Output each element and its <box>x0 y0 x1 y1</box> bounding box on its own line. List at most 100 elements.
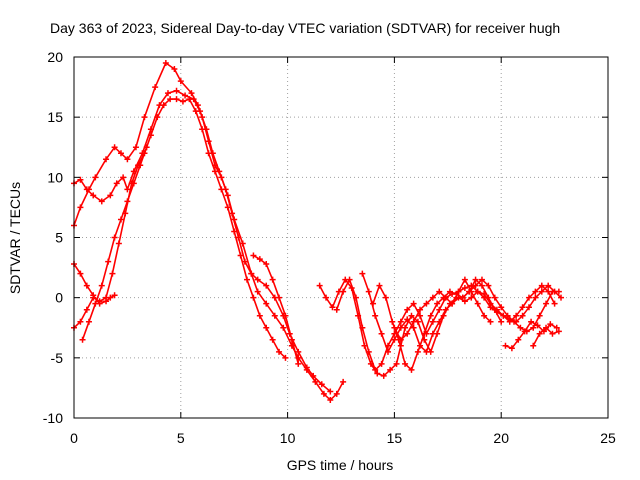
data-point <box>374 370 381 377</box>
data-point <box>263 300 270 307</box>
data-point <box>244 276 251 283</box>
data-point <box>254 276 261 283</box>
data-point <box>543 324 550 331</box>
data-point <box>117 216 124 223</box>
data-point <box>530 342 537 349</box>
data-point <box>295 360 302 367</box>
series-track-1 <box>71 60 347 403</box>
data-point <box>442 294 449 301</box>
data-point <box>545 282 552 289</box>
data-point <box>111 292 118 299</box>
data-point <box>532 294 539 301</box>
data-point <box>532 288 539 295</box>
data-point <box>519 304 526 311</box>
data-point <box>352 294 359 301</box>
data-point <box>500 312 507 319</box>
data-point <box>115 240 122 247</box>
x-tick-label: 15 <box>387 430 403 446</box>
data-point <box>120 174 127 181</box>
data-point <box>269 336 276 343</box>
data-point <box>182 92 189 99</box>
data-point <box>474 300 481 307</box>
series-layer <box>71 60 565 403</box>
data-point <box>310 372 317 379</box>
series-track-2 <box>71 87 334 395</box>
data-point <box>436 318 443 325</box>
data-point <box>485 282 492 289</box>
data-point <box>83 306 90 313</box>
series-track-11 <box>391 276 494 343</box>
data-point <box>276 294 283 301</box>
data-point <box>427 312 434 319</box>
data-point <box>109 270 116 277</box>
data-point <box>372 366 379 373</box>
data-point <box>83 282 90 289</box>
data-point <box>124 186 131 193</box>
data-point <box>154 114 161 121</box>
data-point <box>250 294 257 301</box>
data-point <box>77 176 84 183</box>
data-point <box>111 234 118 241</box>
data-point <box>256 312 263 319</box>
data-point <box>90 292 97 299</box>
data-point <box>280 324 287 331</box>
data-point <box>380 372 387 379</box>
data-point <box>224 204 231 211</box>
data-point <box>211 168 218 175</box>
data-point <box>551 288 558 295</box>
data-point <box>147 132 154 139</box>
data-point <box>179 98 186 105</box>
data-point <box>372 312 379 319</box>
data-point <box>105 258 112 265</box>
data-point <box>408 312 415 319</box>
data-point <box>468 294 475 301</box>
data-point <box>107 294 114 301</box>
data-point <box>446 288 453 295</box>
grid <box>74 57 608 418</box>
data-point <box>536 330 543 337</box>
data-point <box>160 102 167 109</box>
data-point <box>320 390 327 397</box>
data-point <box>429 318 436 325</box>
data-point <box>487 318 494 325</box>
data-point <box>472 276 479 283</box>
data-point <box>143 144 150 151</box>
data-point <box>513 312 520 319</box>
data-point <box>551 300 558 307</box>
series-line <box>73 89 332 393</box>
data-point <box>410 324 417 331</box>
y-tick-label: 20 <box>47 49 63 65</box>
data-point <box>288 336 295 343</box>
data-point <box>508 345 515 352</box>
data-point <box>188 90 195 97</box>
data-point <box>346 276 353 283</box>
x-tick-label: 10 <box>280 430 296 446</box>
series-line <box>504 320 558 349</box>
data-point <box>263 260 270 267</box>
data-point <box>538 288 545 295</box>
data-point <box>421 330 428 337</box>
chart-title: Day 363 of 2023, Sidereal Day-to-day VTE… <box>50 20 560 36</box>
data-point <box>498 318 505 325</box>
data-point <box>555 328 562 335</box>
data-point <box>141 114 148 121</box>
data-point <box>167 96 174 103</box>
data-point <box>434 300 441 307</box>
data-point <box>474 288 481 295</box>
data-point <box>173 87 180 94</box>
data-point <box>282 354 289 361</box>
data-point <box>393 360 400 367</box>
series-line <box>73 62 344 401</box>
data-point <box>389 318 396 325</box>
data-point <box>327 388 334 395</box>
data-point <box>429 330 436 337</box>
data-point <box>329 304 336 311</box>
data-point <box>92 174 99 181</box>
data-point <box>376 282 383 289</box>
data-point <box>530 324 537 331</box>
data-point <box>177 78 184 85</box>
data-point <box>549 330 556 337</box>
series-line <box>73 98 287 359</box>
data-point <box>547 321 554 328</box>
data-point <box>111 144 118 151</box>
